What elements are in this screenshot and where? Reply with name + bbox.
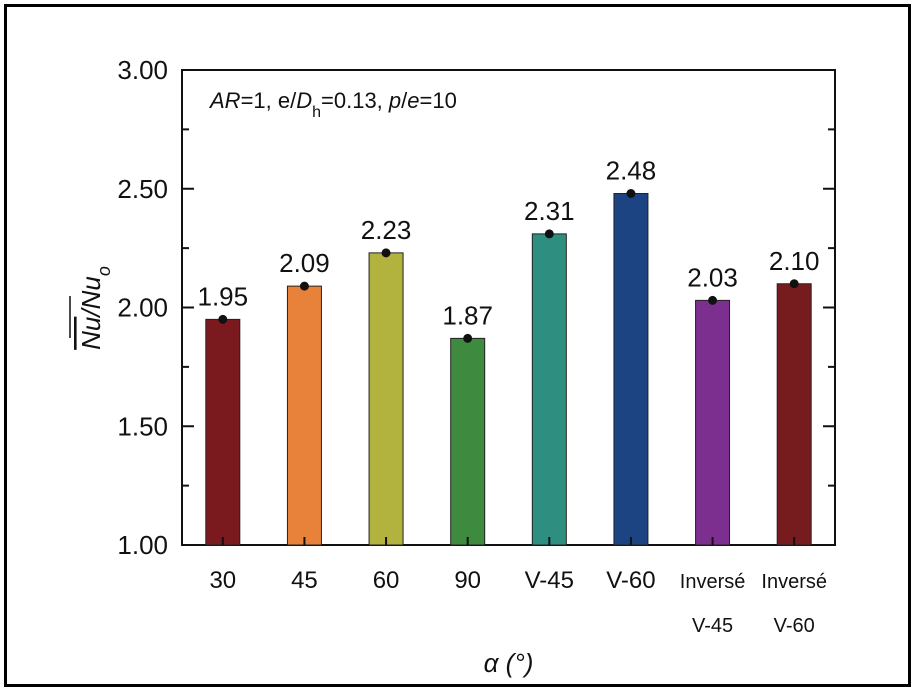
bar-marker: [544, 229, 554, 239]
x-axis-label: α (°): [484, 648, 534, 678]
x-tick-label: 45: [291, 567, 318, 594]
x-tick-label: V-60: [606, 567, 655, 594]
bar: [695, 299, 731, 546]
x-tick-label: 90: [454, 567, 481, 594]
y-tick-label: 3.00: [117, 55, 168, 85]
data-label: 2.48: [606, 156, 657, 186]
bar-marker: [626, 189, 636, 198]
figure-frame: [4, 4, 911, 687]
x-axis: 30 45 60 90 V-45 V-60 Inversé V-45 Inversé V-60: [209, 537, 827, 637]
x-tick-label: Inversé: [680, 571, 746, 593]
x-tick-label: V-45: [692, 615, 733, 637]
x-tick-label: V-45: [525, 567, 574, 594]
bar: [531, 233, 567, 546]
data-label: 1.95: [198, 281, 249, 311]
y-tick-label: 2.00: [117, 293, 168, 323]
annotation-text: AR=1, e/Dh=0.13, p/e=10: [208, 88, 457, 121]
bar: [450, 337, 486, 546]
bars: 1.95 2.09 2.23 1.87 2.31 2.48 2.03 2.10: [198, 156, 820, 546]
bar: [613, 193, 649, 546]
bar-marker: [708, 295, 718, 305]
bar: [205, 318, 241, 546]
y-tick-label: 2.50: [117, 174, 168, 204]
x-axis-title: α (°): [484, 648, 534, 678]
plot-area: [181, 69, 836, 546]
data-label: 2.03: [687, 262, 738, 292]
data-label: 2.09: [279, 248, 330, 278]
data-label: 2.10: [769, 246, 820, 276]
bar-marker: [299, 281, 309, 291]
bar-marker: [218, 314, 228, 324]
x-tick-label: V-60: [774, 615, 815, 637]
bar-marker: [789, 279, 799, 289]
bar: [776, 283, 812, 546]
x-tick-label: Inversé: [761, 571, 827, 593]
data-label: 2.23: [361, 215, 412, 245]
y-tick-label: 1.50: [117, 411, 168, 441]
y-axis: 1.00 1.50 2.00 2.50 3.00: [117, 55, 835, 560]
x-tick-label: 30: [209, 567, 236, 594]
data-label: 1.87: [442, 300, 493, 330]
bar: [286, 285, 322, 546]
y-tick-label: 1.00: [117, 530, 168, 560]
y-axis-title: Nu/Nuo: [69, 266, 114, 350]
bar: [368, 252, 404, 546]
x-tick-label: 60: [373, 567, 400, 594]
bar-marker: [381, 248, 391, 258]
y-axis-label: Nu/Nuo: [76, 266, 114, 350]
chart-annotation: AR=1, e/Dh=0.13, p/e=10: [208, 88, 457, 121]
bar-marker: [463, 333, 473, 343]
data-label: 2.31: [524, 196, 575, 226]
